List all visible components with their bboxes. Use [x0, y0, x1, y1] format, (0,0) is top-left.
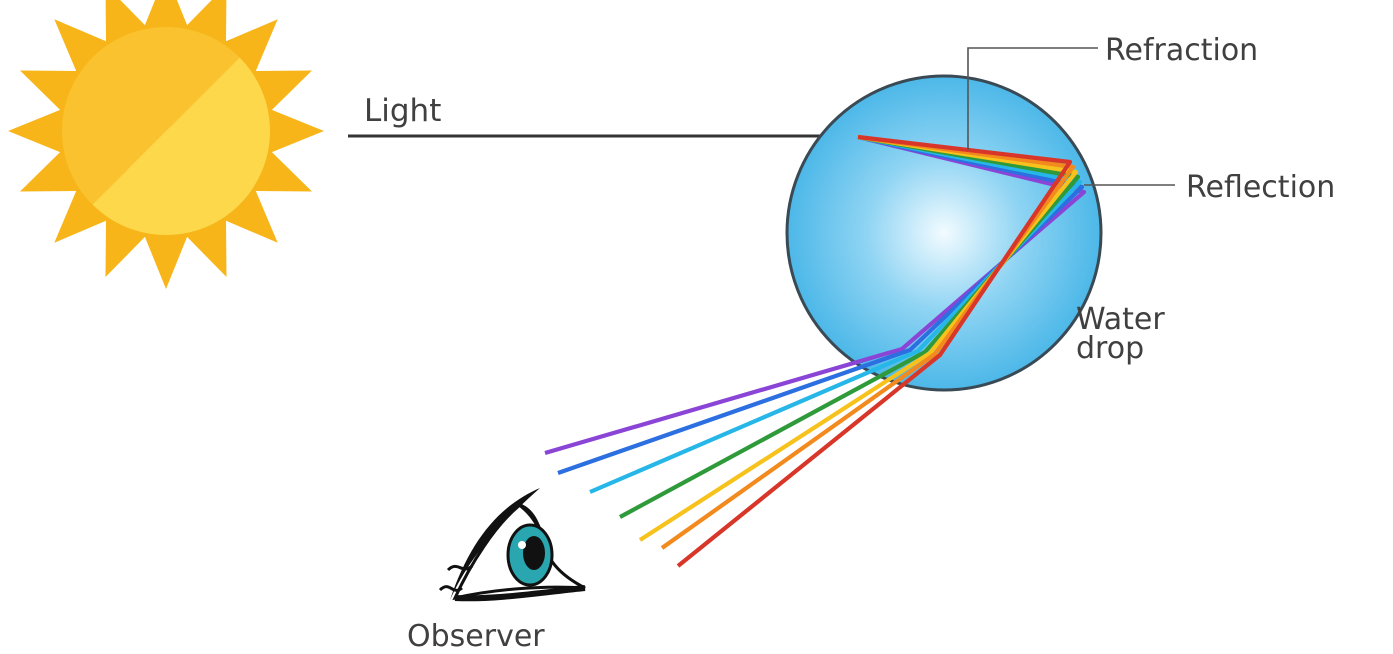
- observer-label: Observer: [407, 619, 545, 654]
- water-drop-label-line1: Water: [1076, 302, 1165, 337]
- reflection-label: Reflection: [1186, 170, 1335, 205]
- refraction-leader-line: [967, 47, 1098, 150]
- sun-core: [62, 27, 270, 235]
- eye-icon: [438, 488, 586, 602]
- ray-red: [676, 134, 1073, 568]
- light-label: Light: [364, 93, 441, 129]
- water-drop-label-line2: drop: [1076, 331, 1144, 366]
- refraction-label: Refraction: [1105, 33, 1258, 68]
- sun-icon: [8, 0, 324, 289]
- spectrum-rays: [544, 134, 1087, 568]
